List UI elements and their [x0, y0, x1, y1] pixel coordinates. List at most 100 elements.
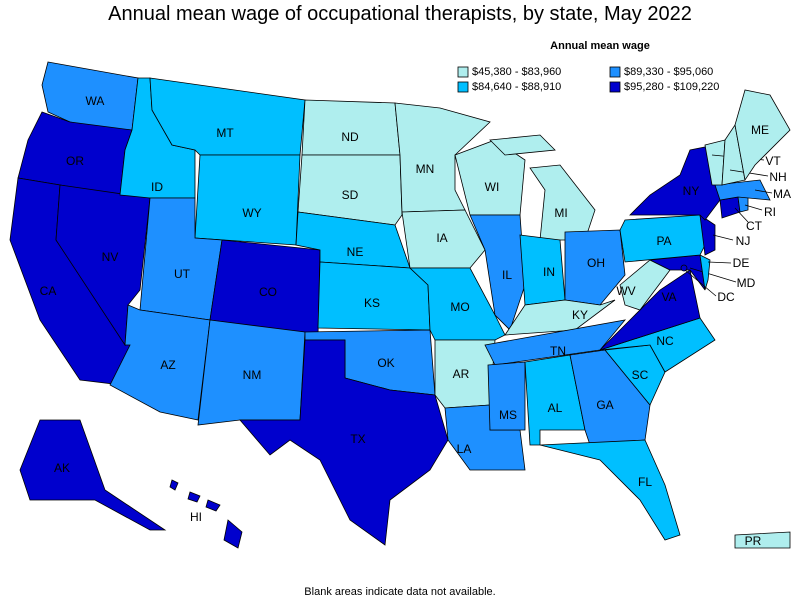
state-label: DE [733, 256, 750, 270]
legend-swatch [609, 66, 621, 78]
state-shape [205, 499, 221, 512]
state-label: TX [350, 432, 365, 446]
state-label: MT [216, 126, 234, 140]
leader-line [734, 207, 749, 223]
state-shape [394, 102, 491, 213]
state-label: UT [174, 267, 191, 281]
state-shape [599, 269, 701, 351]
state-shape [194, 154, 301, 246]
state-label: TN [550, 344, 566, 358]
state-label: MS [499, 408, 517, 422]
state-label: HI [190, 510, 202, 524]
state-label: KS [364, 296, 380, 310]
state-label: MO [450, 300, 469, 314]
state-shape [619, 259, 671, 311]
state-shape [734, 531, 791, 549]
leader-line [689, 267, 737, 283]
state-shape [699, 254, 711, 291]
state-label: NC [656, 334, 674, 348]
state-label: ID [151, 180, 163, 194]
state-shape [539, 439, 681, 541]
state-label: AK [54, 461, 70, 475]
state-label: SC [632, 368, 649, 382]
state-shape [19, 419, 167, 531]
state-label: CA [40, 284, 57, 298]
state-label: WA [86, 94, 105, 108]
state-label: NJ [736, 234, 751, 248]
state-label: OK [377, 356, 394, 370]
state-label: WY [242, 206, 261, 220]
legend-label: $89,330 - $95,060 [624, 66, 713, 78]
state-label: GA [596, 398, 613, 412]
state-shape [239, 339, 449, 546]
state-shape [737, 196, 749, 213]
state-label: IA [436, 231, 447, 245]
state-shape [714, 179, 771, 201]
state-shape [223, 519, 243, 549]
legend-title: Annual mean wage [550, 40, 650, 52]
state-label: PR [745, 534, 762, 548]
state-label: VT [765, 154, 781, 168]
state-label: NV [102, 250, 119, 264]
state-label: AZ [160, 358, 175, 372]
state-shape [169, 479, 179, 491]
leader-line [684, 269, 717, 297]
state-shape [487, 361, 526, 431]
state-label: NM [243, 368, 262, 382]
leader-line [754, 189, 773, 194]
state-label: VA [661, 290, 676, 304]
state-label: PA [656, 234, 671, 248]
state-shape [301, 99, 401, 156]
state-shape [187, 491, 201, 503]
state-label: NY [683, 184, 700, 198]
state-label: ME [751, 123, 769, 137]
state-label: OH [587, 256, 605, 270]
state-label: AL [548, 401, 563, 415]
state-label: MN [416, 162, 435, 176]
state-shape [699, 214, 716, 256]
state-shape [454, 139, 526, 216]
leader-line [707, 261, 732, 264]
footnote: Blank areas indicate data not available. [304, 586, 495, 598]
state-label: FL [638, 475, 652, 489]
legend-label: $45,380 - $83,960 [472, 66, 561, 78]
legend-swatch [457, 66, 469, 78]
state-label: WV [616, 284, 635, 298]
state-dot [680, 264, 688, 272]
state-label: WI [485, 180, 500, 194]
state-label: NH [769, 170, 786, 184]
state-label: KY [572, 308, 588, 322]
state-shape [489, 134, 556, 156]
state-label: OR [66, 154, 84, 168]
state-label: ND [341, 130, 359, 144]
state-label: MD [737, 276, 756, 290]
state-label: SD [342, 188, 359, 202]
legend-label: $95,280 - $109,220 [624, 81, 719, 93]
state-shape [401, 209, 486, 269]
state-label: AR [453, 367, 470, 381]
legend-label: $84,640 - $88,910 [472, 81, 561, 93]
state-shape [149, 77, 306, 156]
leader-line [712, 234, 734, 241]
state-label: MA [773, 187, 791, 201]
state-label: LA [457, 442, 472, 456]
state-label: NE [347, 245, 364, 259]
state-label: CT [746, 219, 763, 233]
state-shape [564, 229, 626, 306]
state-shape [529, 164, 596, 241]
state-shape [719, 196, 741, 219]
title: Annual mean wage of occupational therapi… [108, 3, 692, 25]
state-shape [629, 144, 721, 221]
state-label: CO [259, 285, 277, 299]
state-shape [297, 154, 403, 226]
state-label: RI [764, 205, 776, 219]
legend-swatch [609, 81, 621, 93]
leader-line [744, 204, 763, 211]
state-label: MI [554, 206, 567, 220]
legend-swatch [457, 81, 469, 93]
state-label: IN [543, 265, 555, 279]
state-shape [734, 89, 791, 182]
state-label: IL [502, 268, 512, 282]
